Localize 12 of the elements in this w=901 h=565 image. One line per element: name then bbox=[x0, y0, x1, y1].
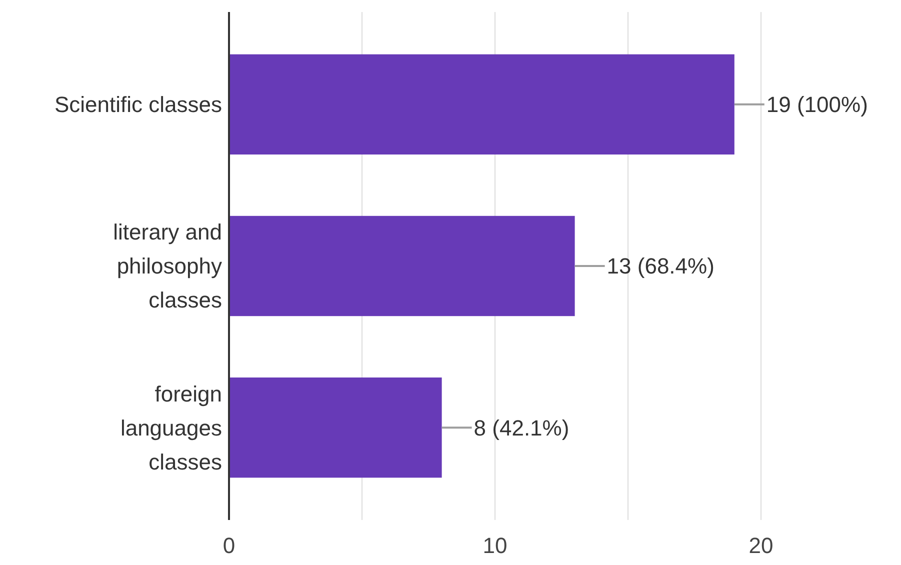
x-tick-label: 20 bbox=[748, 533, 774, 558]
bar bbox=[229, 54, 734, 155]
x-tick-label: 0 bbox=[222, 533, 236, 558]
data-label: 19 (100%) bbox=[766, 92, 868, 118]
data-label: 8 (42.1%) bbox=[474, 415, 570, 440]
data-label: 13 (68.4%) bbox=[606, 254, 714, 279]
y-tick-label: Scientific classes bbox=[54, 92, 222, 118]
x-tick-label: 10 bbox=[482, 533, 508, 558]
y-tick-label: foreign languages classes bbox=[120, 381, 222, 474]
bar bbox=[229, 377, 442, 478]
bar bbox=[229, 216, 575, 316]
y-tick-label: literary and philosophy classes bbox=[113, 220, 222, 313]
